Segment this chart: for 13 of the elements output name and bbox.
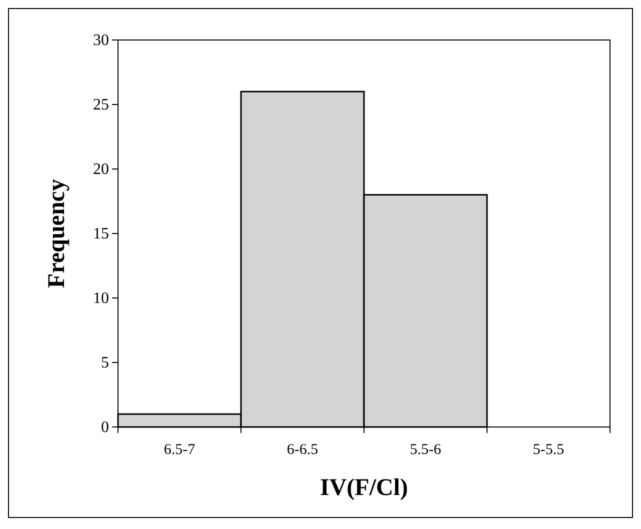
y-tick-label: 0: [101, 419, 109, 436]
x-tick-label: 6.5-7: [164, 442, 196, 458]
y-axis-title: Frequency: [44, 179, 70, 288]
x-tick-label: 6-6.5: [286, 442, 318, 458]
y-tick-label: 30: [93, 32, 109, 50]
y-tick-label: 5: [101, 354, 109, 372]
y-tick-label: 20: [93, 161, 109, 178]
x-axis-title: IV(F/Cl): [320, 475, 408, 501]
y-tick-label: 15: [93, 226, 109, 243]
y-tick-label: 10: [93, 290, 109, 308]
x-tick-label: 5.5-6: [410, 442, 442, 458]
y-tick-label: 25: [93, 96, 109, 114]
x-tick-label: 5-5.5: [532, 442, 564, 458]
